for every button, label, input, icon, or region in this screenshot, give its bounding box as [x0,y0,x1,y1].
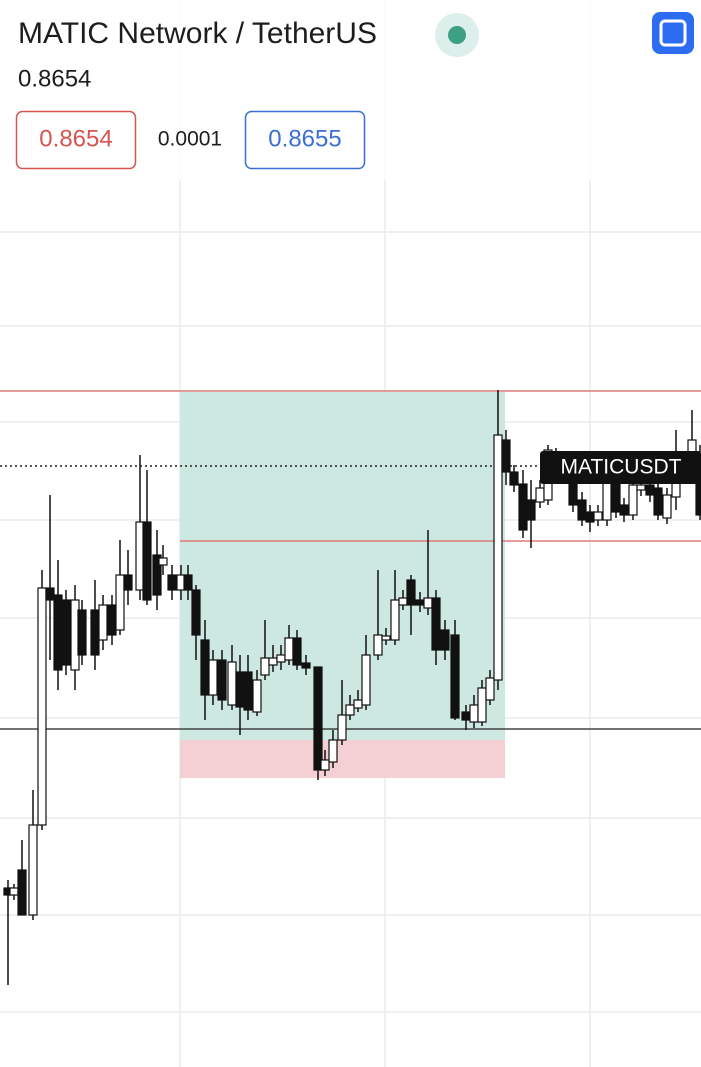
candle-body [77,609,87,656]
candle-body [406,579,416,606]
candle-body [115,574,125,631]
candle-body [292,637,302,666]
candle-body [107,604,117,636]
candle-body [535,487,545,503]
candle-body [577,499,587,521]
candle-body [123,574,133,591]
candle-body [183,574,193,591]
candle-body [61,599,71,666]
candle-body [37,587,47,826]
candle-body [398,597,408,606]
candle-body [485,677,495,701]
candle-body [381,635,391,641]
bid-price: 0.8654 [39,125,112,152]
candle-body [337,714,347,741]
candle-body [301,662,311,669]
candle-body [243,671,253,711]
candle-body [585,511,595,523]
symbol-tag [540,451,701,484]
candle-body [17,869,27,916]
candle-body [345,704,355,716]
candle-body [645,484,655,496]
candle-body [431,597,441,651]
candle-body [628,484,638,516]
candle-body [98,604,108,641]
ask-price: 0.8655 [268,125,341,152]
candle-body [361,654,371,706]
candle-body [191,589,201,636]
candle-body [268,657,278,666]
candle-body [142,521,152,601]
status-dot [448,26,466,44]
candle-body [152,554,162,596]
loss-zone [180,740,505,778]
last-price: 0.8654 [18,65,91,92]
candle-body [423,597,433,609]
fullscreen-icon [659,19,687,47]
candle-body [45,587,55,601]
candle-body [518,483,528,531]
candle-body [469,704,479,723]
candle-body [653,487,663,516]
candle-body [9,887,19,896]
candles [3,390,701,985]
candle-body [53,594,63,671]
candle-body [526,499,536,521]
candle-body [493,434,503,681]
candle-body [602,479,612,521]
sell-button[interactable] [15,110,137,170]
candle-body [217,659,227,701]
fullscreen-button[interactable] [652,12,694,54]
candle-body [461,711,471,721]
candle-body [509,471,519,486]
candle-body [593,511,603,521]
candle-body [28,824,38,916]
candle-body [90,609,100,656]
candle-body [501,439,511,473]
candle-body [260,657,270,676]
symbol-tag-label: MATICUSDT [561,456,682,479]
candle-body [320,759,330,771]
candle-body [415,599,425,606]
candle-body [619,504,629,516]
candle-body [477,687,487,723]
candle-body [167,574,177,591]
candle-body [200,639,210,696]
candle-body [208,659,218,696]
candle-body [235,671,245,708]
buy-button[interactable] [244,110,366,170]
candle-body [450,634,460,719]
candle-body [636,484,646,491]
candle-body [284,637,294,661]
candle-body [313,666,323,771]
candle-body [227,661,237,706]
candle-body [662,494,672,519]
candle-body [158,557,168,566]
candle-body [328,739,338,763]
candle-body [252,679,262,713]
symbol-title: MATIC Network / TetherUS [18,17,377,50]
candle-body [276,654,286,663]
candle-body [611,479,621,513]
candle-body [390,599,400,641]
spread: 0.0001 [158,128,222,151]
candle-body [373,634,383,656]
candle-body [440,629,450,651]
candle-body [353,699,363,709]
